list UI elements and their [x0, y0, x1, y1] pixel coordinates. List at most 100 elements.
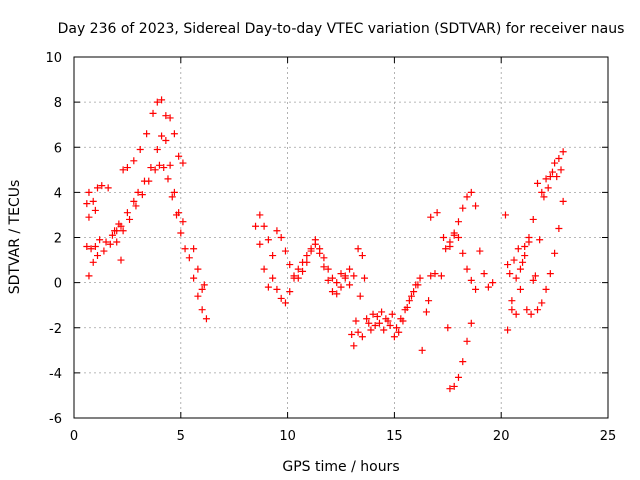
data-point — [85, 272, 93, 280]
data-point — [467, 188, 475, 196]
data-point — [523, 306, 531, 314]
series-track-a-early — [83, 132, 187, 253]
data-point — [273, 285, 281, 293]
series-track-b-early — [83, 96, 187, 235]
series-track-c-early — [85, 161, 210, 323]
data-point — [536, 236, 544, 244]
data-point — [194, 265, 202, 273]
data-point — [256, 240, 264, 248]
data-point — [516, 285, 524, 293]
data-point — [123, 209, 131, 217]
data-point — [269, 252, 277, 260]
data-point — [534, 179, 542, 187]
data-point — [166, 114, 174, 122]
data-point — [354, 328, 362, 336]
data-point — [348, 331, 356, 339]
data-point — [393, 324, 401, 332]
data-point — [177, 229, 185, 237]
data-point — [164, 175, 172, 183]
data-point — [273, 227, 281, 235]
data-point — [175, 152, 183, 160]
data-point — [440, 234, 448, 241]
data-point — [294, 265, 302, 273]
x-tick-label: 15 — [386, 429, 403, 444]
data-point — [555, 224, 563, 232]
series-track-g-mid — [348, 274, 424, 341]
data-point — [444, 324, 452, 332]
data-point — [147, 164, 155, 172]
data-point — [472, 202, 480, 210]
data-point — [405, 297, 413, 305]
x-tick-label: 5 — [177, 429, 185, 444]
data-point — [346, 265, 354, 273]
data-point — [548, 168, 556, 176]
data-point — [427, 213, 435, 221]
data-point — [260, 222, 268, 230]
series-track-d-early — [85, 206, 208, 293]
data-point — [93, 252, 101, 260]
data-point — [463, 193, 471, 201]
data-point — [559, 148, 567, 156]
data-point — [173, 211, 181, 219]
data-points — [83, 96, 567, 393]
data-point — [98, 182, 106, 190]
axis-ticks: 0 5 10 15 20 25 -6 -4 -2 0 2 4 6 8 10 — [45, 51, 616, 444]
data-point — [91, 243, 99, 251]
data-point — [337, 270, 345, 278]
data-point — [337, 283, 345, 291]
data-point — [546, 270, 554, 278]
data-point — [422, 308, 430, 316]
data-point — [542, 285, 550, 293]
x-axis-label: GPS time / hours — [282, 459, 399, 475]
data-point — [160, 164, 168, 172]
data-point — [316, 245, 324, 253]
data-point — [83, 243, 91, 251]
data-point — [416, 274, 424, 282]
data-point — [360, 274, 368, 282]
data-point — [527, 310, 535, 318]
y-tick-label: -2 — [49, 322, 62, 337]
data-point — [378, 308, 386, 316]
data-point — [463, 337, 471, 345]
series-track-j-late — [427, 188, 497, 291]
data-point — [529, 276, 537, 284]
data-point — [410, 288, 418, 296]
x-tick-label: 0 — [70, 429, 78, 444]
x-tick-label: 10 — [279, 429, 296, 444]
data-point — [158, 96, 166, 104]
data-point — [277, 294, 285, 302]
data-point — [130, 157, 138, 165]
data-point — [119, 166, 127, 174]
data-point — [281, 247, 289, 255]
data-point — [467, 276, 475, 284]
data-point — [373, 312, 381, 320]
data-point — [256, 211, 264, 219]
x-tick-label: 20 — [493, 429, 510, 444]
data-point — [132, 202, 140, 210]
chart-title: Day 236 of 2023, Sidereal Day-to-day VTE… — [58, 21, 625, 37]
data-point — [525, 234, 533, 241]
data-point — [145, 177, 153, 185]
data-point — [504, 261, 512, 269]
y-axis-label: SDTVAR / TECUs — [7, 180, 23, 295]
series-track-h-mid — [350, 272, 435, 354]
data-point — [130, 197, 138, 205]
data-point — [425, 297, 433, 305]
data-point — [390, 333, 398, 341]
data-point — [202, 315, 210, 323]
data-point — [354, 245, 362, 253]
data-point — [126, 215, 134, 223]
y-tick-label: 4 — [54, 186, 62, 201]
data-point — [311, 236, 319, 244]
data-point — [333, 279, 341, 287]
data-point — [459, 249, 467, 257]
data-point — [501, 211, 509, 219]
data-point — [281, 299, 289, 307]
data-point — [85, 213, 93, 221]
data-point — [158, 132, 166, 140]
y-tick-label: 8 — [54, 96, 62, 111]
data-point — [433, 209, 441, 217]
data-point — [179, 159, 187, 167]
x-tick-label: 25 — [600, 429, 617, 444]
data-point — [504, 326, 512, 334]
